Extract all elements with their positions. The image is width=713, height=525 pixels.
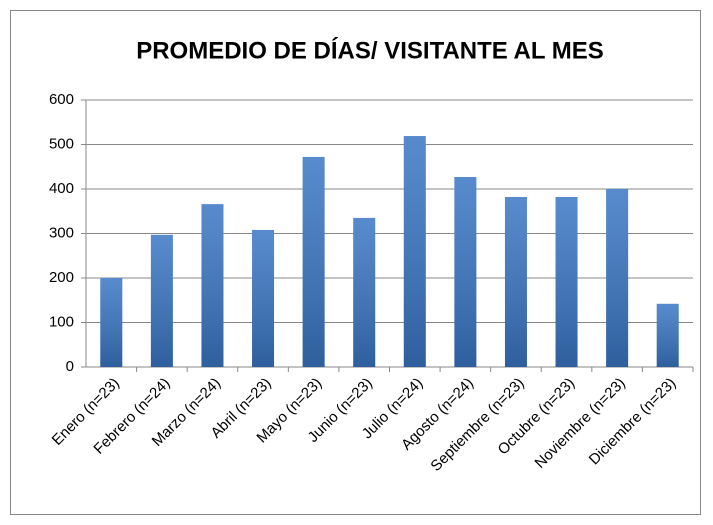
bar [302,156,325,367]
bar [606,189,629,367]
y-tick-label: 300 [49,224,74,241]
y-tick-label: 200 [49,269,74,286]
bar [504,197,527,367]
bar [656,303,679,367]
y-tick-label: 100 [49,313,74,330]
y-tick-label: 600 [49,91,74,108]
bar [403,136,426,367]
bar [150,234,173,367]
chart-title: PROMEDIO DE DÍAS/ VISITANTE AL MES [136,36,604,64]
bar [201,204,224,367]
bar [353,217,376,367]
y-tick-label: 0 [66,358,74,375]
bar [100,278,123,367]
bar [454,176,477,367]
bar [555,197,578,367]
y-tick-label: 500 [49,135,74,152]
bar [252,229,275,367]
y-tick-label: 400 [49,180,74,197]
